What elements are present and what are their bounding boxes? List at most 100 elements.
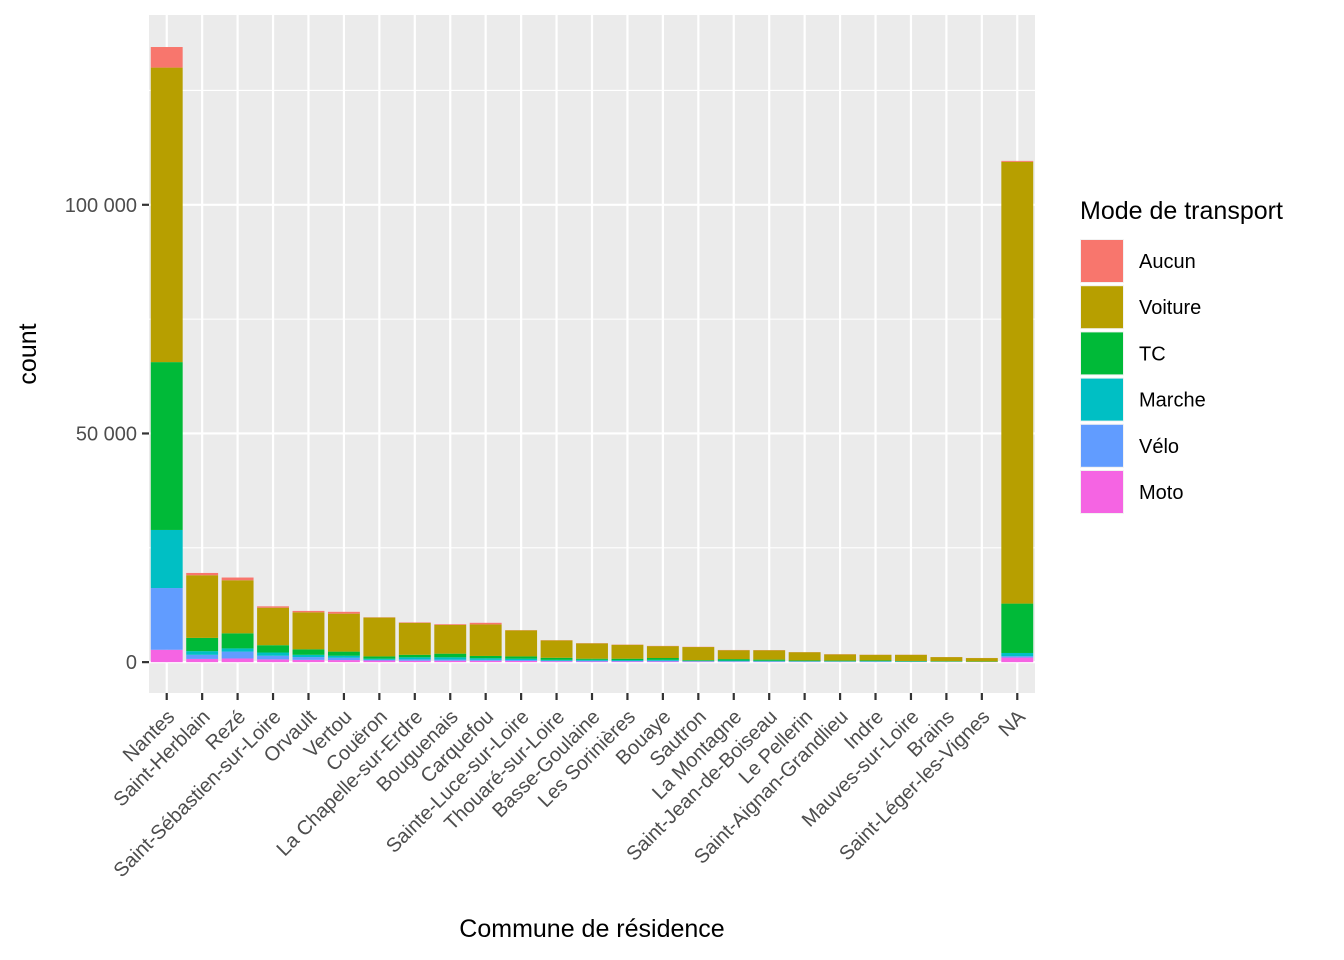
bar-segment-moto (505, 660, 538, 663)
bar-segment-tc (717, 659, 750, 661)
bar-segment-marche (717, 660, 750, 662)
bar-segment-marche (682, 660, 715, 662)
bar-segment-v-lo (576, 660, 608, 662)
bar-segment-aucun (327, 611, 360, 614)
bar-segment-tc (363, 656, 396, 659)
x-tick-label: NA (995, 706, 1031, 742)
bar-segment-moto (257, 659, 289, 663)
bar-segment-voiture (363, 617, 396, 657)
bar-segment-aucun (292, 610, 325, 613)
bar-segment-voiture (292, 612, 325, 650)
bar-segment-moto (221, 658, 254, 663)
bar-segment-voiture (505, 630, 538, 657)
bar-segment-tc (292, 649, 325, 655)
bar-segment-moto (434, 660, 467, 663)
y-tick-label: 0 (126, 652, 137, 674)
bar-segment-moto (469, 660, 502, 663)
bar-segment-marche (646, 659, 679, 661)
bar-segment-voiture (682, 647, 715, 661)
bar-segment-v-lo (363, 659, 396, 661)
bar-segment-moto (1001, 657, 1034, 663)
bar-segment-v-lo (646, 660, 679, 662)
bar-segment-voiture (611, 644, 644, 659)
bar-segment-tc (186, 637, 219, 652)
legend-key-moto (1081, 471, 1123, 513)
bar-segment-voiture (895, 654, 927, 661)
bar-segment-moto (682, 661, 715, 663)
legend-label-moto: Moto (1139, 482, 1183, 504)
bar-segment-v-lo (292, 657, 325, 660)
bar-segment-voiture (824, 654, 857, 661)
bar-segment-v-lo (150, 588, 183, 650)
bar-segment-voiture (930, 657, 963, 662)
bar-segment-marche (540, 659, 573, 661)
bar-segment-voiture (717, 650, 750, 660)
bar-segment-voiture (327, 613, 360, 652)
legend-label-tc: TC (1139, 343, 1166, 365)
bar-segment-voiture (186, 575, 219, 638)
bar-segment-aucun (434, 624, 467, 625)
bar-segment-marche (753, 660, 786, 662)
bar-segment-voiture (257, 607, 289, 646)
legend-key-voiture (1081, 286, 1123, 329)
bar-segment-moto (327, 660, 360, 663)
bar-segment-moto (398, 660, 431, 663)
bar-segment-aucun (257, 606, 289, 608)
bar-segment-tc (327, 651, 360, 656)
bar-segment-v-lo (434, 659, 467, 661)
legend-label-voiture: Voiture (1139, 297, 1201, 319)
bar-segment-tc (753, 659, 786, 661)
legend-title: Mode de transport (1080, 197, 1283, 225)
y-axis-title: count (14, 323, 42, 384)
bar-segment-voiture (753, 650, 786, 660)
bar-segment-moto (646, 661, 679, 663)
bars (150, 47, 1034, 663)
bar-segment-moto (540, 661, 573, 663)
bar-segment-moto (150, 649, 183, 663)
bar-segment-voiture (576, 643, 608, 659)
legend-label-marche: Marche (1139, 390, 1206, 412)
bar-segment-moto (611, 661, 644, 663)
bar-segment-tc (682, 660, 715, 661)
bar-segment-marche (327, 655, 360, 658)
legend: Mode de transport Aucun Voiture TC Marche Vé… (1080, 197, 1283, 514)
bar-segment-v-lo (398, 659, 431, 661)
y-tick-label: 50 000 (76, 423, 137, 445)
y-tick-label: 100 000 (65, 195, 137, 217)
bar-segment-voiture (788, 652, 821, 661)
bar-segment-aucun (1001, 160, 1034, 162)
bar-segment-tc (434, 653, 467, 658)
bar-segment-tc (257, 645, 289, 653)
bar-segment-aucun (469, 622, 502, 625)
bar-segment-v-lo (257, 655, 289, 660)
bar-segment-marche (257, 652, 289, 656)
bar-segment-tc (469, 655, 502, 659)
bar-segment-marche (505, 658, 538, 661)
bar-segment-voiture (398, 622, 431, 655)
bar-segment-moto (186, 658, 219, 663)
bar-segment-v-lo (221, 651, 254, 659)
legend-key-v-lo (1081, 424, 1123, 467)
legend-label-aucun: Aucun (1139, 251, 1196, 273)
bar-segment-marche (363, 658, 396, 660)
bar-segment-marche (469, 658, 502, 660)
bar-segment-marche (611, 660, 644, 661)
bar-segment-marche (398, 657, 431, 660)
bar-segment-voiture (469, 624, 502, 656)
bar-segment-voiture (150, 67, 183, 363)
bar-segment-moto (292, 659, 325, 663)
bar-segment-marche (434, 657, 467, 660)
legend-key-tc (1081, 332, 1123, 375)
bar-segment-moto (363, 660, 396, 663)
bar-segment-v-lo (186, 654, 219, 659)
bar-segment-tc (150, 362, 183, 530)
bar-segment-moto (576, 661, 608, 663)
bar-segment-v-lo (469, 659, 502, 661)
bar-segment-tc (398, 654, 431, 658)
bar-segment-marche (292, 654, 325, 658)
bar-segment-marche (576, 659, 608, 661)
bar-segment-voiture (1001, 161, 1034, 604)
bar-segment-aucun (150, 47, 183, 68)
bar-segment-tc (505, 656, 538, 659)
